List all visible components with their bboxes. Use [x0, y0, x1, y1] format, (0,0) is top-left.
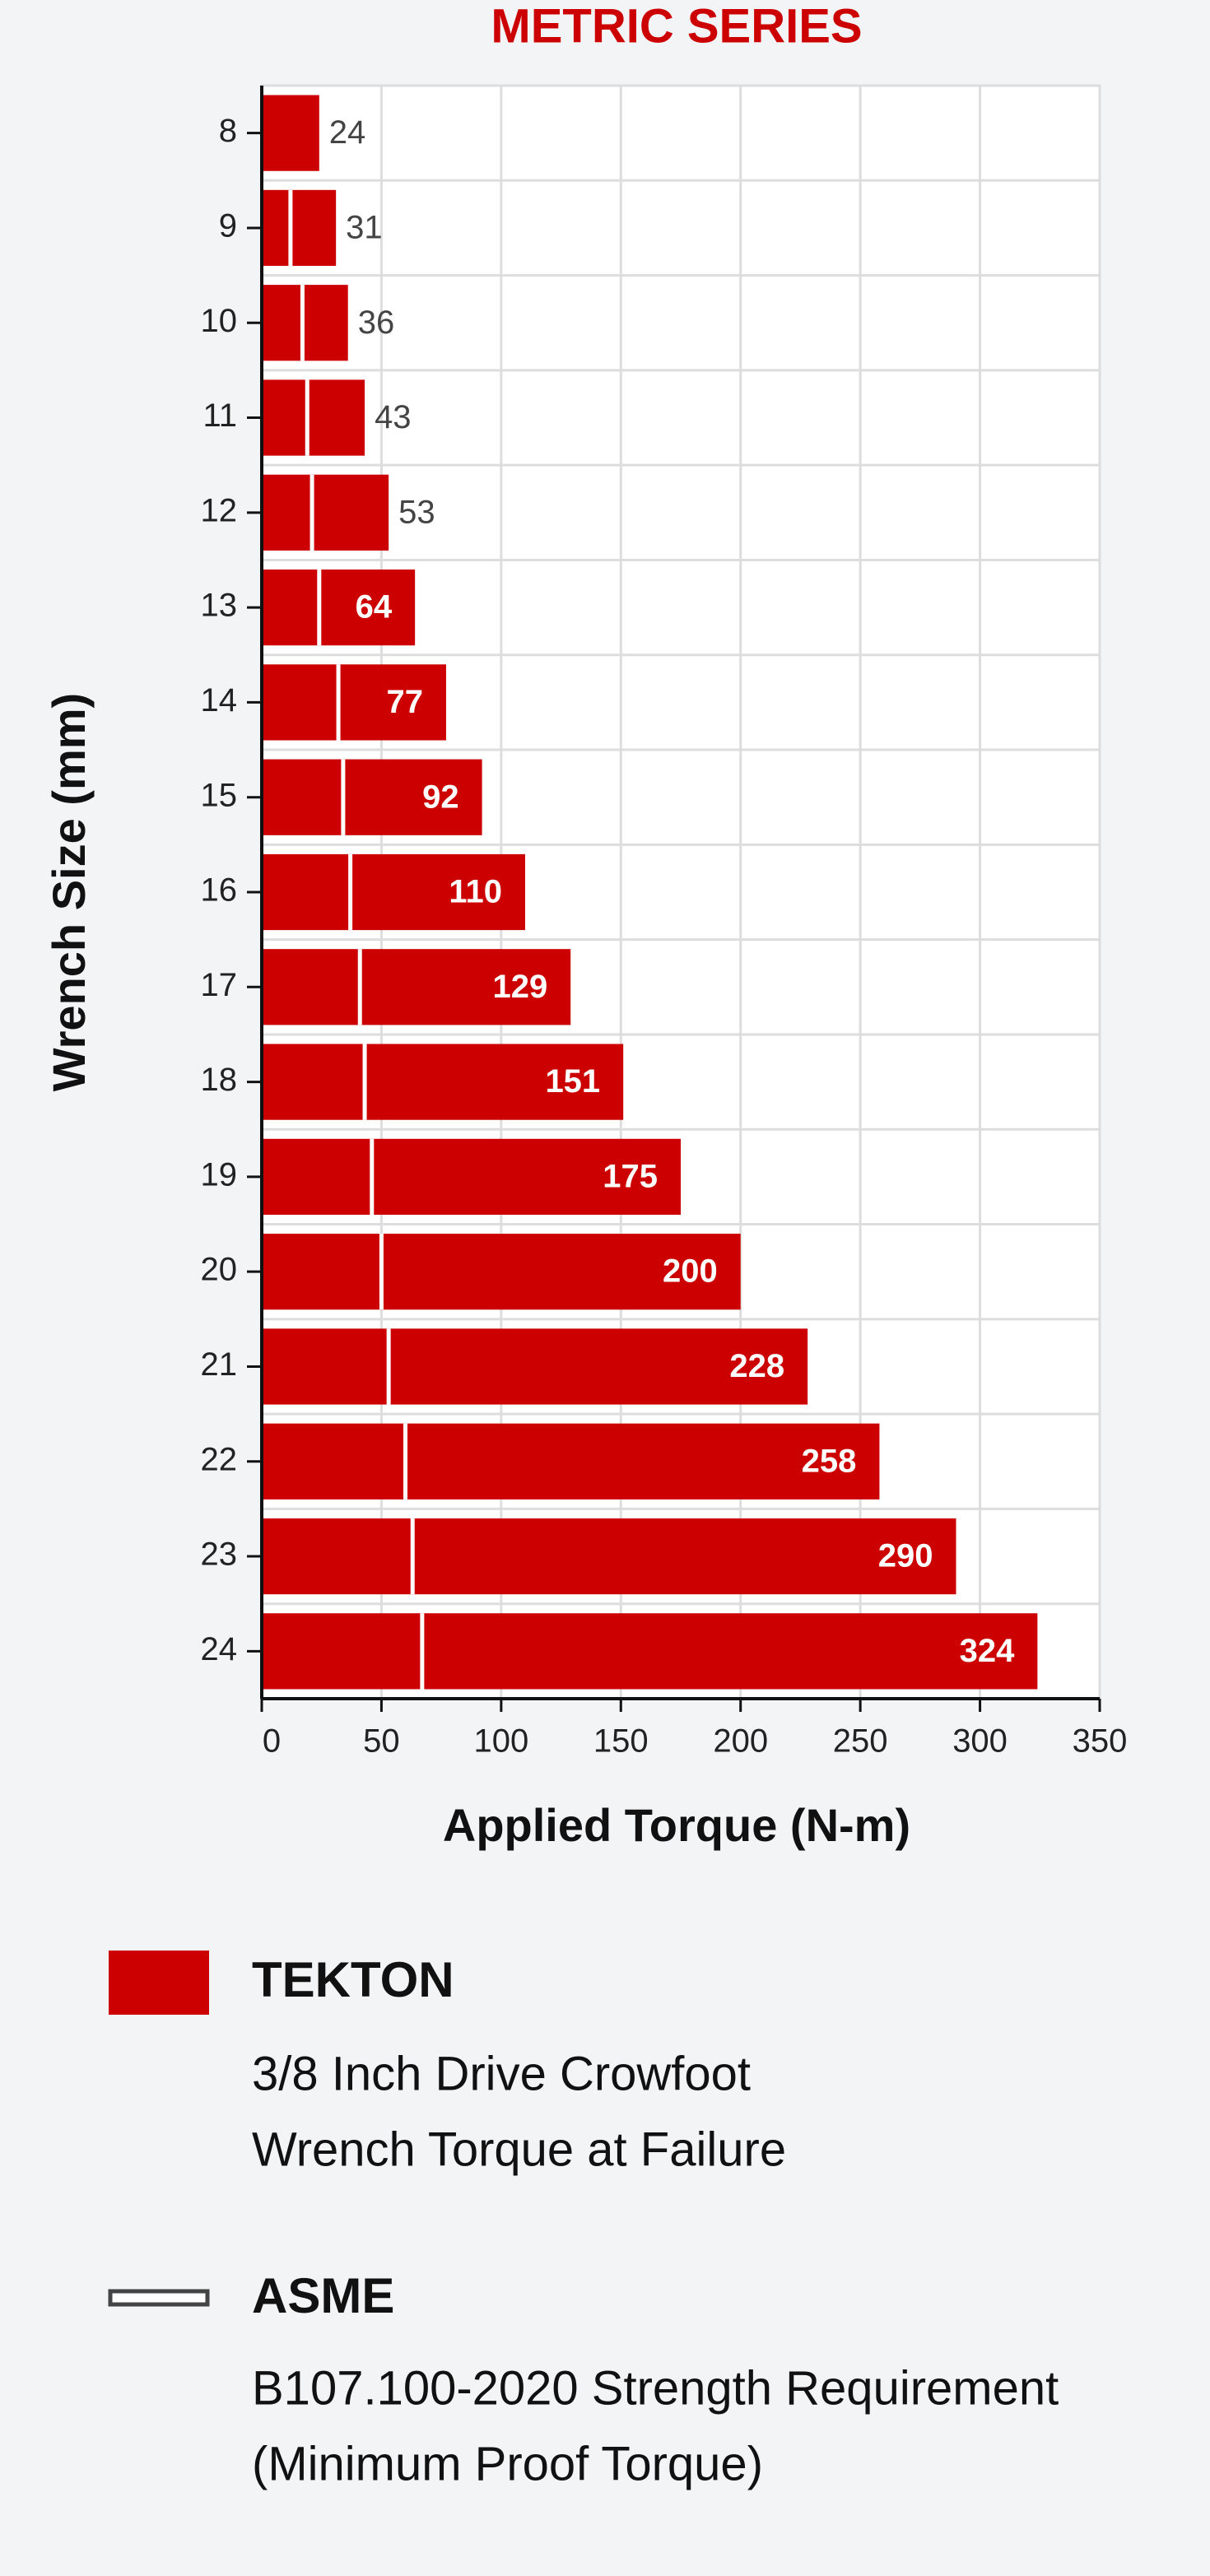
data-label: 53 — [398, 494, 435, 530]
data-label: 110 — [449, 874, 502, 910]
data-label: 64 — [356, 589, 393, 625]
bar — [262, 1328, 808, 1405]
legend-swatch — [109, 1951, 209, 2015]
y-tick-label: 11 — [202, 398, 237, 434]
y-tick-label: 21 — [201, 1346, 238, 1383]
data-label: 324 — [960, 1633, 1015, 1669]
legend-name: ASME — [252, 2268, 394, 2323]
bar — [262, 285, 348, 361]
bar — [262, 95, 319, 171]
legend-description: B107.100-2020 Strength Requirement — [252, 2361, 1059, 2415]
bar — [262, 474, 389, 551]
y-tick-label: 20 — [201, 1252, 238, 1288]
bar — [262, 853, 525, 931]
bar — [262, 379, 365, 456]
data-label: 290 — [878, 1538, 933, 1574]
y-tick-label: 12 — [201, 492, 238, 528]
x-tick-label: 0 — [263, 1723, 281, 1760]
x-tick-label: 150 — [593, 1723, 649, 1760]
legend-swatch — [108, 2289, 210, 2307]
bar — [262, 664, 446, 741]
data-label: 129 — [492, 969, 547, 1005]
x-tick-label: 350 — [1073, 1723, 1128, 1760]
y-tick-label: 23 — [201, 1537, 238, 1573]
bar — [262, 1138, 681, 1215]
legend-name: TEKTON — [252, 1952, 454, 2007]
legend-description: (Minimum Proof Torque) — [252, 2437, 763, 2490]
y-axis-label: Wrench Size (mm) — [43, 693, 95, 1091]
x-tick-label: 250 — [833, 1723, 888, 1760]
bar — [262, 759, 482, 835]
chart-title: METRIC SERIES — [491, 0, 862, 53]
data-label: 43 — [375, 399, 412, 435]
bar — [262, 1613, 1038, 1690]
y-tick-label: 16 — [201, 872, 238, 909]
bar — [262, 1044, 624, 1120]
legend-description: Wrench Torque at Failure — [252, 2123, 786, 2176]
x-axis-label: Applied Torque (N-m) — [443, 1799, 910, 1851]
bar — [262, 949, 571, 1025]
data-label: 77 — [386, 684, 423, 720]
y-tick-label: 9 — [219, 208, 237, 244]
y-tick-label: 10 — [201, 303, 238, 339]
legend-description: 3/8 Inch Drive Crowfoot — [252, 2047, 751, 2100]
data-label: 175 — [603, 1158, 658, 1194]
x-tick-label: 50 — [363, 1723, 400, 1760]
bar — [262, 570, 416, 646]
bar — [262, 1423, 880, 1500]
y-tick-label: 15 — [201, 777, 238, 813]
y-tick-label: 24 — [201, 1631, 238, 1667]
bar — [262, 189, 337, 267]
bar — [262, 1234, 741, 1310]
data-label: 24 — [329, 114, 366, 151]
x-tick-label: 300 — [952, 1723, 1008, 1760]
data-label: 200 — [663, 1253, 718, 1290]
data-label: 31 — [346, 210, 383, 246]
y-tick-label: 14 — [201, 682, 238, 718]
data-label: 36 — [358, 305, 395, 341]
data-label: 92 — [422, 779, 459, 815]
y-tick-label: 8 — [219, 113, 237, 149]
x-tick-label: 200 — [713, 1723, 768, 1760]
y-tick-label: 17 — [201, 967, 238, 1003]
y-tick-label: 13 — [201, 588, 238, 624]
data-label: 151 — [545, 1063, 600, 1100]
data-label: 258 — [802, 1443, 857, 1479]
data-label: 228 — [729, 1348, 784, 1384]
x-tick-label: 100 — [473, 1723, 528, 1760]
y-tick-label: 18 — [201, 1062, 238, 1098]
bar — [262, 1518, 956, 1595]
y-tick-label: 22 — [201, 1441, 238, 1477]
y-tick-label: 19 — [201, 1156, 238, 1193]
